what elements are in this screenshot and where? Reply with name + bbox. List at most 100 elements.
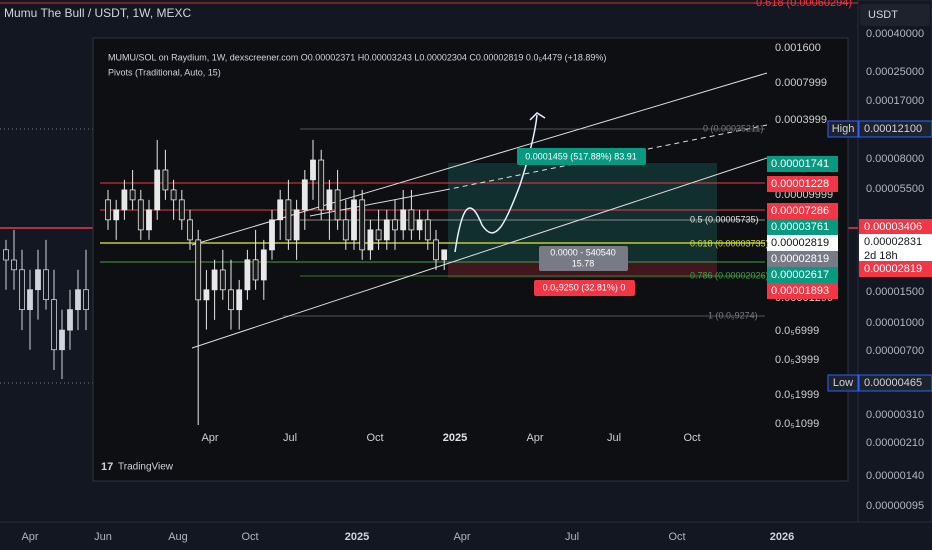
currency-button[interactable] (860, 4, 930, 26)
candle-body (27, 289, 33, 311)
candle-body (269, 219, 275, 251)
candle-body (318, 159, 325, 211)
price-label: 0.00000210 (866, 437, 924, 449)
price-tag (859, 234, 932, 264)
inner-price-tag (767, 267, 838, 283)
candle-body (334, 189, 341, 221)
inner-chart (100, 72, 768, 349)
channel-line (191, 157, 768, 349)
inner-price-label: 0.0007999 (775, 77, 827, 89)
candle-body (375, 229, 382, 241)
inner-time-label: 2025 (443, 432, 467, 444)
time-label: Jun (94, 531, 112, 543)
inner-price-tag-value: 0.00001741 (771, 158, 829, 170)
candle-body (154, 169, 161, 211)
time-label: Oct (241, 531, 258, 543)
inner-price-label: 0.0₅1099 (775, 418, 819, 430)
candle-body (43, 269, 49, 301)
inner-price-label: 0.0₅3999 (775, 354, 819, 366)
candle-body (392, 219, 398, 231)
candle-body (252, 259, 259, 281)
brand: TradingView (118, 462, 174, 473)
time-label: Apr (21, 531, 38, 543)
fib-label: 0.786 (0.00002026) (690, 270, 769, 280)
time-label: 2026 (770, 531, 794, 543)
inner-price-tag (767, 176, 838, 192)
candle-body (11, 259, 17, 271)
price-tag (858, 374, 932, 392)
candle-body (326, 189, 333, 211)
inner-price-tag (767, 203, 838, 219)
inner-price-tag-value: 0.00007286 (771, 205, 829, 217)
candle-body (146, 209, 152, 231)
candle-body (236, 289, 243, 311)
price-tag-value: 0.00000465 (864, 377, 922, 389)
candle-body (187, 219, 193, 241)
inner-price-tag (767, 219, 838, 235)
inner-price-tag (767, 156, 838, 172)
inner-price-tag-value: 0.00002617 (771, 269, 829, 281)
currency[interactable]: USDT (868, 9, 898, 21)
tag-caption: Low (833, 377, 853, 389)
candle-body (3, 249, 9, 261)
inner-price-label: 0.0₅6999 (775, 325, 819, 337)
candle-body (219, 269, 226, 291)
candle-body (293, 209, 300, 241)
candle-body (424, 219, 431, 241)
candle-body (35, 269, 41, 291)
inner-time-label: Oct (366, 432, 383, 444)
inner-price-tag-value: 0.00003761 (771, 221, 829, 233)
target-zone (448, 163, 717, 262)
stop-label-box (534, 280, 635, 296)
price-tag-value: 0.00012100 (864, 123, 922, 135)
candle-body (121, 189, 128, 211)
time-label: Oct (668, 531, 685, 543)
inner-price-label: 0.0003999 (775, 114, 827, 126)
price-tag (859, 219, 932, 235)
inner-price-tag (767, 235, 838, 251)
candle-body (367, 229, 374, 251)
inner-price-tag-value: 0.00001228 (771, 178, 829, 190)
price-label: 0.00008000 (866, 153, 924, 165)
center-label: 15.78 (572, 258, 595, 268)
inner-time-label: Apr (201, 432, 218, 444)
price-label: 0.00005500 (866, 183, 924, 195)
candle-body (342, 219, 349, 241)
fib-label: 0.5 (0.00005735) (690, 214, 759, 224)
price-tag (859, 261, 932, 277)
candle-body (301, 179, 308, 211)
inner-price-label: 0.001600 (775, 42, 821, 54)
fib-label: 0.618 (0.00003735) (690, 238, 769, 248)
center-label-box (539, 246, 628, 271)
countdown: 2d 18h (864, 250, 898, 262)
candle-body (113, 209, 120, 221)
time-label: Aug (168, 531, 188, 543)
candle-body (310, 159, 316, 181)
target-label-box (517, 148, 646, 165)
candle-body (195, 239, 202, 301)
candle-body (67, 309, 73, 331)
price-tag-value: 0.00003406 (864, 221, 922, 233)
candle-body (105, 199, 111, 221)
inner-price-tag-value: 0.00002819 (771, 237, 829, 249)
candle-body (416, 219, 423, 231)
brand-logo: 17 (101, 461, 113, 473)
inner-price-label: 0.0₅1999 (775, 389, 819, 401)
inner-time-label: Jul (607, 432, 621, 444)
target-label: 0.0001459 (517.88%) 83.91 (525, 151, 637, 161)
tag-caption-box (827, 374, 859, 392)
inner-price-tag-value: 0.00001893 (771, 285, 829, 297)
candle-body (441, 249, 448, 261)
candle-body (408, 209, 415, 231)
candle-body (277, 199, 284, 221)
stop-label: 0.0₅9250 (32.81%) 0 (543, 282, 626, 292)
inner-time-label: Apr (526, 432, 543, 444)
inner-price-tag (767, 283, 838, 299)
tag-caption: High (832, 123, 855, 135)
candle-body (211, 269, 218, 291)
time-label: Jul (565, 531, 579, 543)
candle-body (400, 209, 407, 231)
candle-body (260, 249, 267, 281)
candle-body (83, 289, 89, 311)
